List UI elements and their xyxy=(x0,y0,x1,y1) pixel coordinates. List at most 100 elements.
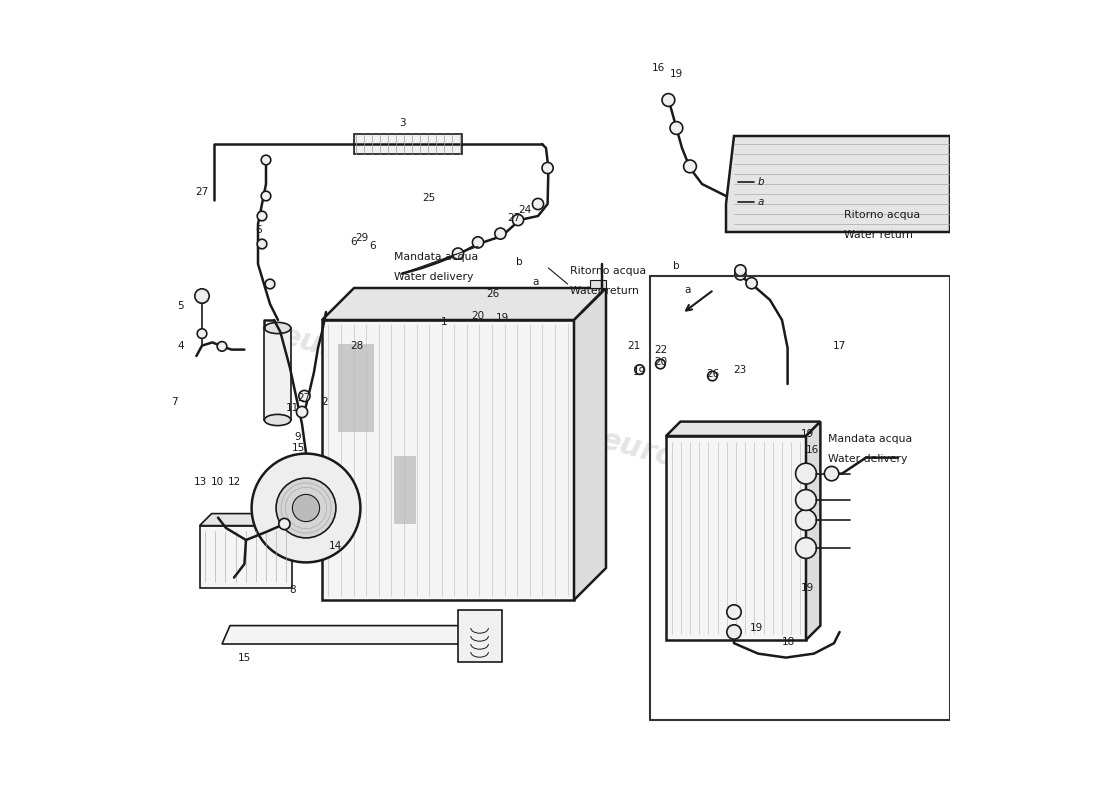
Circle shape xyxy=(293,494,320,522)
Circle shape xyxy=(662,94,674,106)
Text: 19: 19 xyxy=(750,623,763,633)
Polygon shape xyxy=(726,136,950,232)
Text: 27: 27 xyxy=(297,394,310,403)
Text: Ritorno acqua: Ritorno acqua xyxy=(845,210,921,220)
Text: 12: 12 xyxy=(228,477,241,486)
Polygon shape xyxy=(806,422,821,640)
Circle shape xyxy=(735,265,746,276)
Text: 16: 16 xyxy=(651,63,664,73)
Circle shape xyxy=(795,463,816,484)
Circle shape xyxy=(265,279,275,289)
Circle shape xyxy=(257,211,267,221)
Text: Water delivery: Water delivery xyxy=(394,272,473,282)
Text: 1: 1 xyxy=(441,317,448,326)
Circle shape xyxy=(257,239,267,249)
Text: 9: 9 xyxy=(295,432,301,442)
Text: 28: 28 xyxy=(350,341,363,350)
Text: 27: 27 xyxy=(507,213,520,222)
Circle shape xyxy=(735,269,746,280)
Circle shape xyxy=(197,294,207,303)
Circle shape xyxy=(278,518,290,530)
Circle shape xyxy=(197,329,207,338)
Bar xyxy=(458,610,502,662)
Bar xyxy=(354,134,462,154)
Circle shape xyxy=(683,160,696,173)
Text: a: a xyxy=(684,285,691,294)
Text: Water return: Water return xyxy=(845,230,913,240)
Text: Ritorno acqua: Ritorno acqua xyxy=(570,266,646,276)
Text: 7: 7 xyxy=(170,398,177,407)
Text: 14: 14 xyxy=(329,541,342,550)
Circle shape xyxy=(824,466,839,481)
Polygon shape xyxy=(199,514,304,526)
Text: 8: 8 xyxy=(289,585,296,594)
Text: 19: 19 xyxy=(632,367,646,377)
Bar xyxy=(394,456,417,524)
Text: 5: 5 xyxy=(177,302,184,311)
Text: 6: 6 xyxy=(370,241,376,250)
Circle shape xyxy=(542,162,553,174)
Text: 22: 22 xyxy=(653,346,667,355)
Circle shape xyxy=(495,228,506,239)
Text: 19: 19 xyxy=(801,583,814,593)
Text: Water delivery: Water delivery xyxy=(828,454,907,464)
Ellipse shape xyxy=(264,414,290,426)
Circle shape xyxy=(195,289,209,303)
Text: eurospares: eurospares xyxy=(277,321,471,399)
Ellipse shape xyxy=(264,322,290,334)
Circle shape xyxy=(276,478,336,538)
Text: 23: 23 xyxy=(733,366,746,375)
Circle shape xyxy=(795,490,816,510)
Circle shape xyxy=(252,454,361,562)
Text: 26: 26 xyxy=(486,290,499,299)
Circle shape xyxy=(261,155,271,165)
Text: 19: 19 xyxy=(495,314,508,323)
Text: 21: 21 xyxy=(627,342,640,351)
Text: b: b xyxy=(758,178,764,187)
Circle shape xyxy=(727,625,741,639)
Text: 13: 13 xyxy=(194,478,207,487)
Text: 16: 16 xyxy=(806,445,820,454)
Circle shape xyxy=(635,365,645,374)
Circle shape xyxy=(532,198,543,210)
Text: 15: 15 xyxy=(238,653,251,662)
Circle shape xyxy=(727,605,741,619)
Text: 19: 19 xyxy=(670,69,683,78)
Text: b: b xyxy=(516,258,522,267)
Text: 11: 11 xyxy=(286,403,299,413)
Text: 10: 10 xyxy=(210,477,223,486)
Bar xyxy=(322,320,574,600)
Text: 15: 15 xyxy=(292,443,305,453)
Text: 26: 26 xyxy=(706,370,719,379)
Polygon shape xyxy=(322,288,606,320)
Text: 6: 6 xyxy=(351,237,358,246)
Text: 18: 18 xyxy=(782,637,795,646)
Text: Mandata acqua: Mandata acqua xyxy=(828,434,913,444)
Circle shape xyxy=(670,122,683,134)
Text: 2: 2 xyxy=(321,397,328,406)
Polygon shape xyxy=(222,626,490,644)
Circle shape xyxy=(261,191,271,201)
Circle shape xyxy=(656,359,666,369)
Text: 19: 19 xyxy=(801,429,814,438)
Circle shape xyxy=(217,342,227,351)
Text: 17: 17 xyxy=(833,341,846,350)
Text: b: b xyxy=(673,261,680,270)
Circle shape xyxy=(513,214,524,226)
Circle shape xyxy=(472,237,484,248)
Circle shape xyxy=(746,278,757,289)
Text: 6: 6 xyxy=(255,226,262,235)
Text: 3: 3 xyxy=(398,118,405,128)
Bar xyxy=(264,328,290,420)
Bar xyxy=(590,280,606,288)
Text: 29: 29 xyxy=(355,233,368,242)
Polygon shape xyxy=(574,288,606,600)
Bar xyxy=(666,436,806,640)
Bar xyxy=(199,526,292,588)
Circle shape xyxy=(707,371,717,381)
Circle shape xyxy=(795,538,816,558)
Text: 24: 24 xyxy=(518,205,531,214)
Text: 25: 25 xyxy=(421,194,434,203)
Text: 4: 4 xyxy=(177,342,184,351)
Text: a: a xyxy=(758,197,764,206)
